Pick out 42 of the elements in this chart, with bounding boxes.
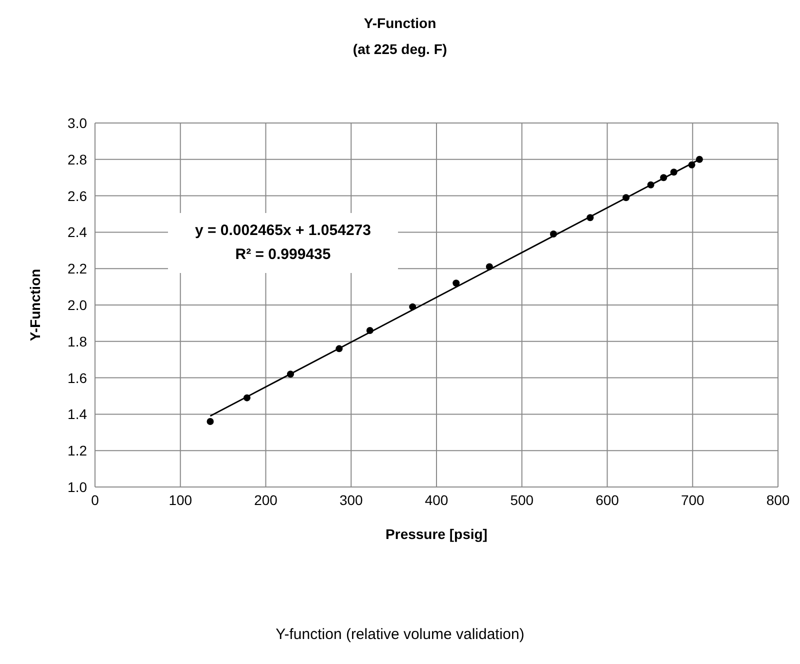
point: [452, 280, 460, 287]
point: [486, 263, 493, 270]
y-axis-title: Y-Function: [26, 268, 43, 342]
y-tick-label: 2.4: [68, 224, 88, 240]
text: Y-function (relative volume validation): [274, 626, 526, 643]
point: [550, 230, 557, 238]
y-tick-label: 2.8: [68, 151, 88, 168]
x-tick-label: 0: [91, 492, 100, 508]
y-tick-label: 1.6: [68, 370, 88, 386]
y-tick-label: 1.2: [68, 442, 88, 459]
point: [366, 326, 374, 334]
x-tick-label: 300: [339, 492, 364, 508]
point: [696, 156, 703, 163]
chart-subtitle: (at 225 deg. F): [352, 40, 448, 59]
x-axis-title: Pressure [psig]: [386, 526, 488, 542]
x-tick-label: 200: [254, 492, 278, 508]
point: [409, 303, 416, 310]
point: [586, 214, 594, 222]
y-tick-label: 3.0: [68, 114, 88, 131]
y-tick-label: 2.2: [68, 260, 88, 277]
x-tick-label: 600: [596, 492, 620, 508]
x-tick-label: 400: [424, 492, 448, 508]
point: [206, 418, 214, 425]
equation-box: y = 0.002465x + 1.054273 R² = 0.999435: [168, 213, 398, 273]
point: [243, 394, 250, 402]
x-tick-label: 500: [510, 492, 534, 508]
point: [660, 174, 668, 182]
x-tick-label: 800: [766, 492, 790, 508]
point: [336, 345, 343, 352]
point: [670, 168, 678, 176]
point: [287, 370, 294, 378]
point: [647, 181, 654, 188]
point: [688, 161, 696, 168]
x-tick-label: 100: [168, 492, 192, 508]
y-tick-label: 2.6: [68, 188, 88, 204]
point: [622, 194, 630, 202]
chart-title: Y-Function: [362, 14, 438, 33]
x-tick-label: 700: [680, 492, 705, 508]
y-tick-label: 2.0: [68, 296, 88, 313]
y-tick-label: 1.8: [68, 333, 88, 350]
y-tick-label: 1.0: [68, 478, 88, 495]
y-tick-label: 1.4: [68, 406, 88, 422]
